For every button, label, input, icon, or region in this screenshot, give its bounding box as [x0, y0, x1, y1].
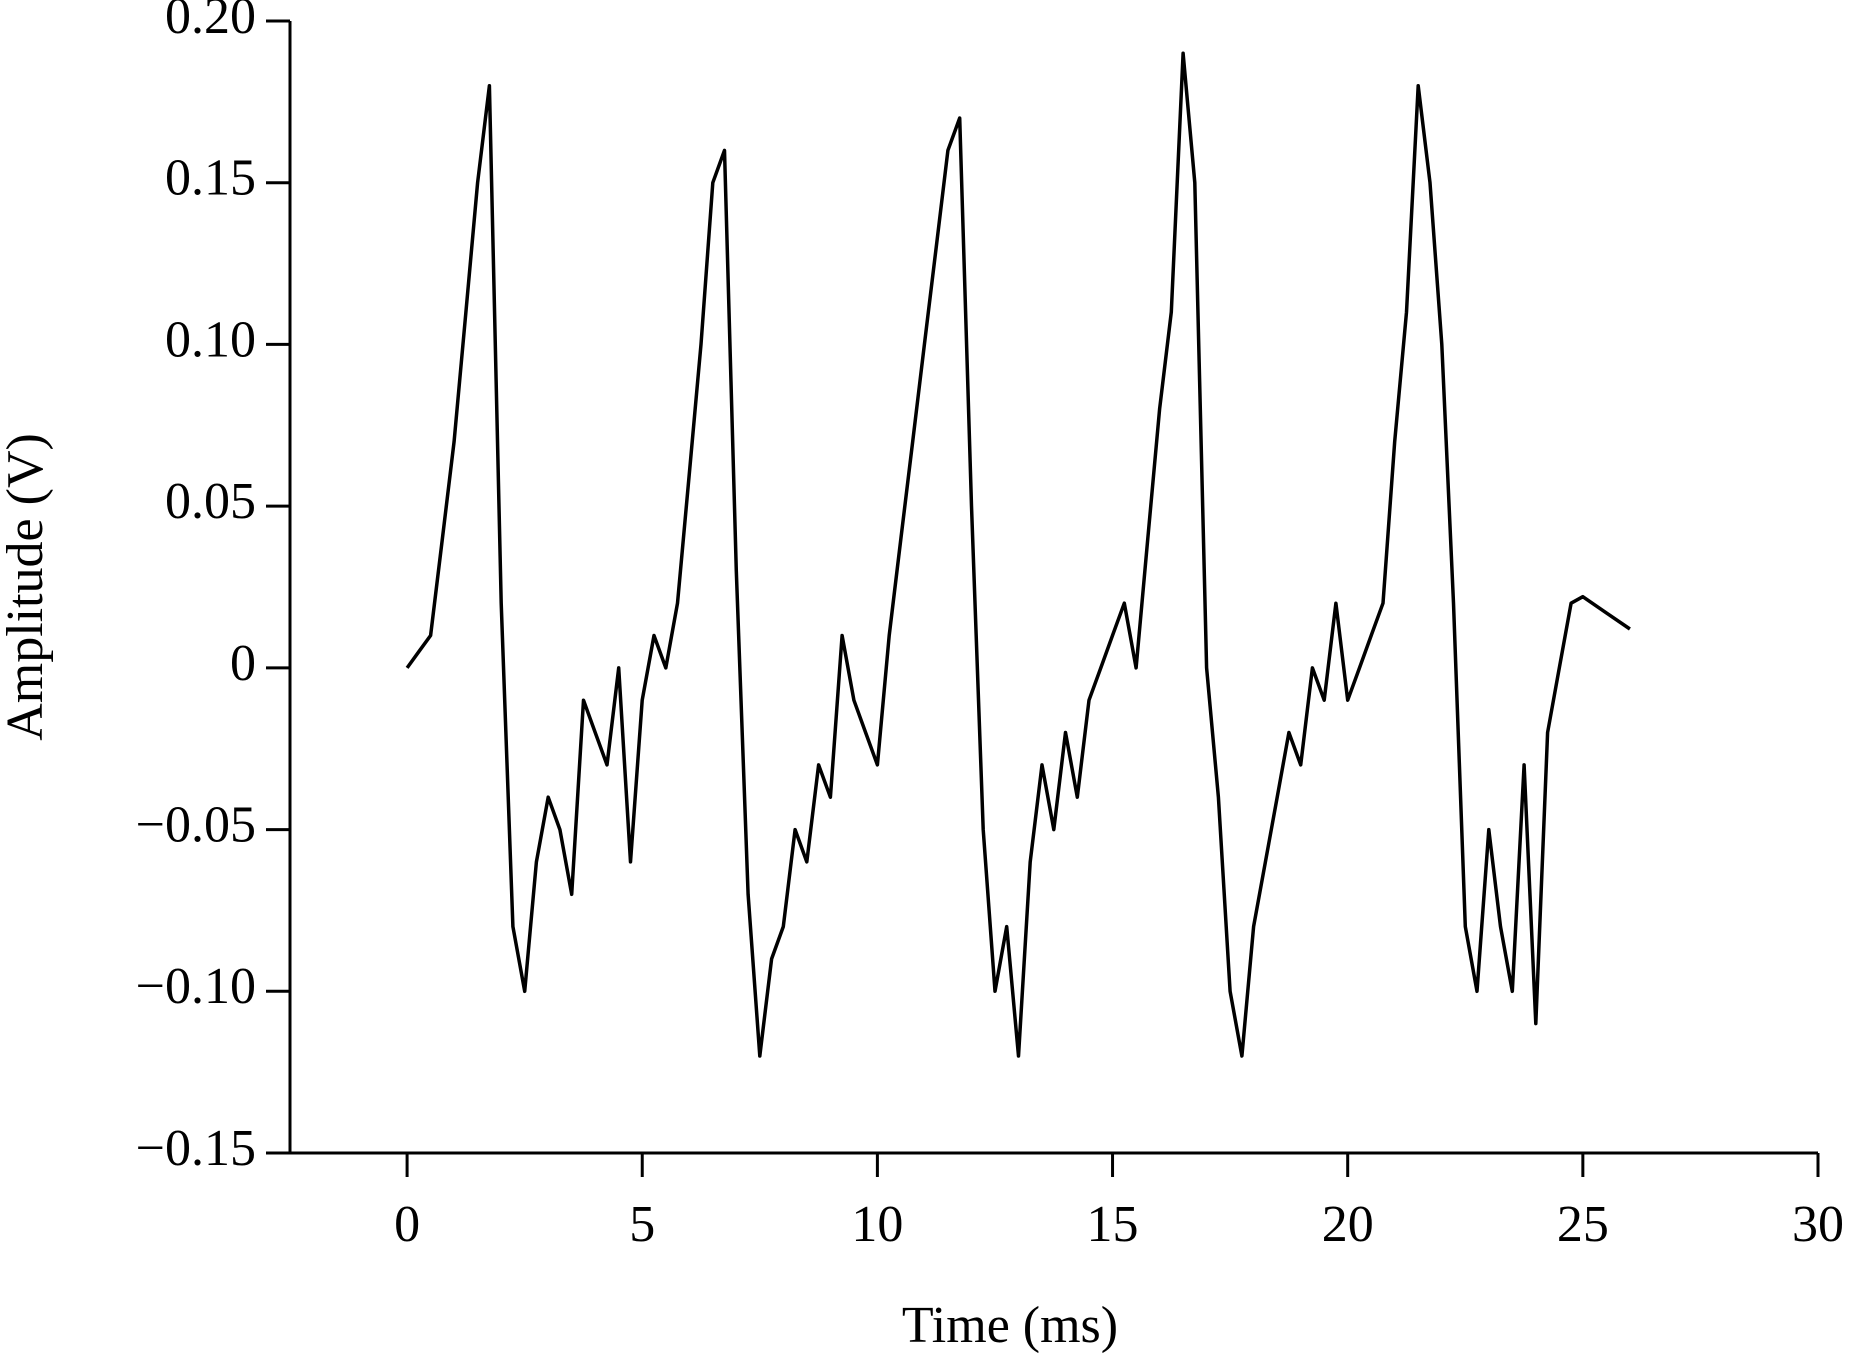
- line-series: [405, 51, 1631, 1058]
- y-tick-label: −0.10: [136, 958, 256, 1015]
- x-tick-label: 15: [1087, 1196, 1139, 1253]
- y-axis-title: Amplitude (V): [0, 433, 54, 741]
- y-tick-label: 0.15: [165, 150, 256, 207]
- x-tick-label: 25: [1557, 1196, 1609, 1253]
- x-tick-label: 20: [1322, 1196, 1374, 1253]
- y-tick-label: 0: [230, 635, 256, 692]
- x-axis-title: Time (ms): [902, 1297, 1118, 1354]
- y-tick-label: 0.20: [165, 0, 256, 45]
- x-tick-label: 30: [1792, 1196, 1844, 1253]
- x-tick-label: 5: [629, 1196, 655, 1253]
- y-tick-label: 0.05: [165, 473, 256, 530]
- x-tick-label: 0: [394, 1196, 420, 1253]
- x-tick-label: 10: [851, 1196, 903, 1253]
- y-tick-label: −0.05: [136, 797, 256, 854]
- y-tick-label: −0.15: [136, 1120, 256, 1177]
- y-tick-label: 0.10: [165, 311, 256, 368]
